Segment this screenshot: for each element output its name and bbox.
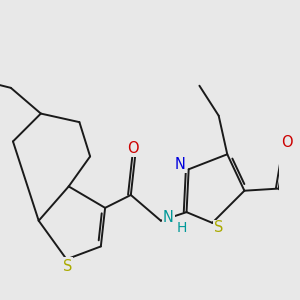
Text: O: O xyxy=(281,135,293,150)
Text: H: H xyxy=(177,221,188,236)
Text: N: N xyxy=(163,210,174,225)
Text: S: S xyxy=(63,259,72,274)
Text: S: S xyxy=(214,220,223,236)
Text: O: O xyxy=(127,141,139,156)
Text: N: N xyxy=(175,157,186,172)
